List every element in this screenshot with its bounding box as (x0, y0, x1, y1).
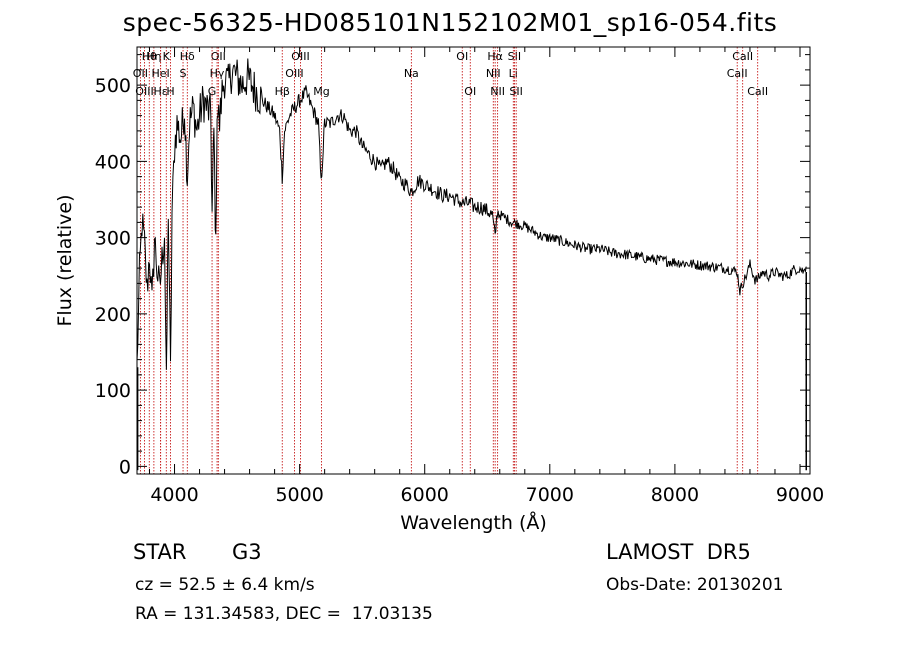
x-tick-label: 4000 (150, 484, 198, 506)
line-marker-label: CaII (747, 85, 768, 98)
line-marker-label: Hδ (180, 50, 195, 63)
survey-name: LAMOST DR5 (606, 540, 751, 564)
line-marker-label: SII (509, 85, 522, 98)
y-tick-label: 500 (95, 75, 131, 97)
line-marker-label: SII (508, 50, 521, 63)
object-class: STAR (133, 540, 187, 564)
line-marker-label: Mg (313, 85, 329, 98)
x-tick-label: 7000 (526, 484, 574, 506)
line-marker-label: OIII (135, 85, 153, 98)
coordinates: RA = 131.34583, DEC = 17.03135 (135, 604, 433, 624)
line-marker-label: NII (490, 85, 505, 98)
line-marker-label: HeI (151, 67, 169, 80)
chart-title: spec-56325-HD085101N152102M01_sp16-054.f… (122, 8, 778, 37)
x-axis-label: Wavelength (Å) (400, 511, 547, 534)
line-marker-label: Hη (146, 50, 161, 63)
line-marker-label: CaII (727, 67, 748, 80)
line-marker-label: NII (486, 67, 501, 80)
y-tick-label: 400 (95, 151, 131, 173)
object-subclass: G3 (232, 540, 262, 564)
spectrum-line (136, 58, 807, 370)
y-tick-label: 300 (95, 228, 131, 250)
line-marker-label: OII (211, 50, 226, 63)
y-tick-label: 200 (95, 304, 131, 326)
x-tick-label: 9000 (776, 484, 824, 506)
line-marker-label: OI (464, 85, 476, 98)
line-marker-label: Li (509, 67, 518, 80)
line-marker-label: H (166, 85, 174, 98)
y-tick-label: 0 (119, 456, 131, 478)
line-marker-label: G (208, 85, 217, 98)
line-marker-label: OIII (291, 50, 309, 63)
line-marker-label: S (180, 67, 187, 80)
line-marker-label: Hγ (210, 67, 225, 80)
line-marker-label: OI (456, 50, 468, 63)
line-marker-label: Hβ (275, 85, 290, 98)
x-tick-label: 8000 (651, 484, 699, 506)
redshift-info: cz = 52.5 ± 6.4 km/s (135, 575, 315, 595)
y-axis-label: Flux (relative) (54, 194, 76, 326)
plot-frame (136, 46, 811, 475)
line-marker-label: Hθ (142, 50, 157, 63)
line-marker-label: OIII (285, 67, 303, 80)
line-marker-label: Hε (154, 85, 168, 98)
x-tick-label: 5000 (275, 484, 323, 506)
line-marker-label: Na (404, 67, 419, 80)
y-tick-label: 100 (95, 380, 131, 402)
line-marker-label: OII (133, 67, 148, 80)
x-tick-label: 6000 (401, 484, 449, 506)
line-marker-label: Hα (487, 50, 503, 63)
line-marker-label: K (163, 50, 171, 63)
obs-date: Obs-Date: 20130201 (606, 575, 784, 595)
